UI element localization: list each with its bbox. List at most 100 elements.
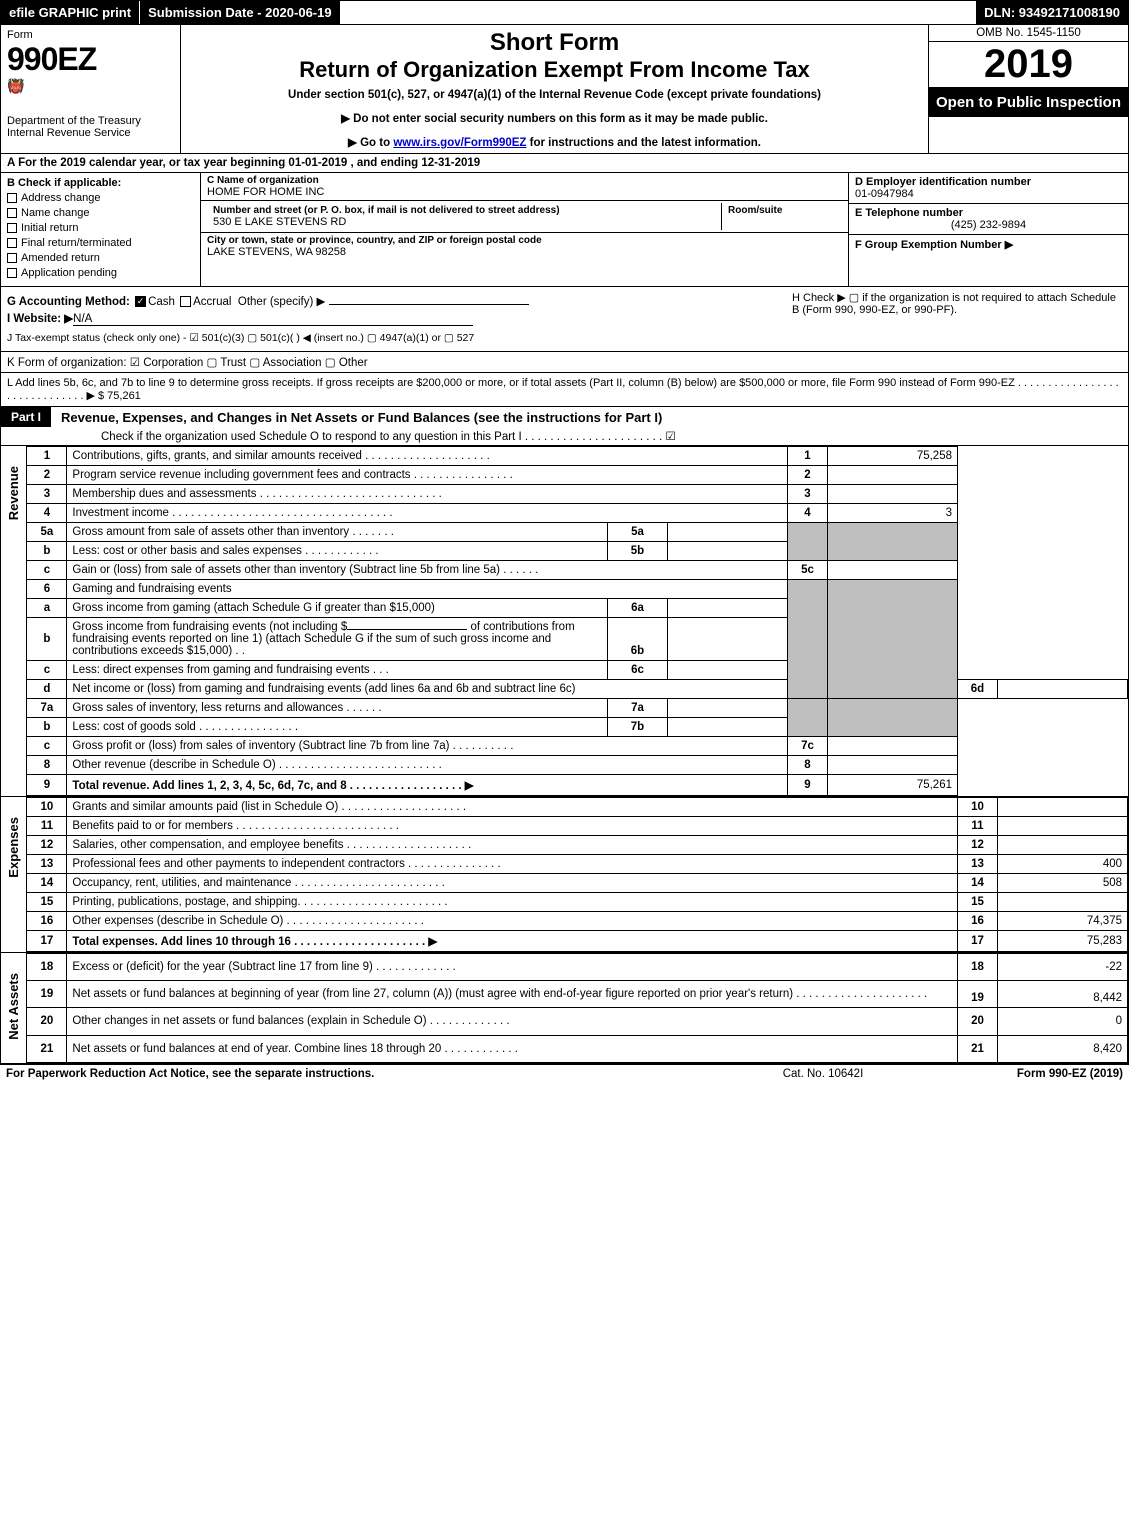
short-form-title: Short Form: [189, 29, 920, 57]
other-specify-input[interactable]: [329, 304, 529, 305]
chk-name-change[interactable]: Name change: [7, 207, 194, 219]
line-l: L Add lines 5b, 6c, and 7b to line 9 to …: [0, 373, 1129, 407]
checkbox-icon[interactable]: [7, 208, 17, 218]
checkbox-icon[interactable]: [7, 193, 17, 203]
submission-date-button[interactable]: Submission Date - 2020-06-19: [140, 1, 341, 24]
chk-final-return[interactable]: Final return/terminated: [7, 237, 194, 249]
line-j: J Tax-exempt status (check only one) - ☑…: [7, 332, 1122, 344]
checkbox-icon[interactable]: [7, 238, 17, 248]
line-9: 9Total revenue. Add lines 1, 2, 3, 4, 5c…: [27, 775, 1128, 796]
line-6b: bGross income from fundraising events (n…: [27, 618, 1128, 661]
top-bar: efile GRAPHIC print Submission Date - 20…: [0, 0, 1129, 25]
efile-print-button[interactable]: efile GRAPHIC print: [1, 1, 140, 24]
form-ref: Form 990-EZ (2019): [923, 1068, 1123, 1080]
paperwork-notice: For Paperwork Reduction Act Notice, see …: [6, 1068, 723, 1080]
line-14: 14Occupancy, rent, utilities, and mainte…: [27, 874, 1128, 893]
chk-application-pending[interactable]: Application pending: [7, 267, 194, 279]
line-g: G Accounting Method: ✓Cash Accrual Other…: [7, 294, 782, 308]
line-6: 6Gaming and fundraising events: [27, 580, 1128, 599]
dln-label: DLN: 93492171008190: [976, 1, 1128, 24]
chk-initial-return[interactable]: Initial return: [7, 222, 194, 234]
header-right: OMB No. 1545-1150 2019 Open to Public In…: [928, 25, 1128, 153]
part1-header: Part I Revenue, Expenses, and Changes in…: [0, 407, 1129, 446]
header-left: Form 990EZ 👹 Department of the Treasury …: [1, 25, 181, 153]
line-15: 15Printing, publications, postage, and s…: [27, 893, 1128, 912]
line-16: 16Other expenses (describe in Schedule O…: [27, 912, 1128, 931]
line-6d: dNet income or (loss) from gaming and fu…: [27, 680, 1128, 699]
contrib-input[interactable]: [347, 629, 467, 630]
goto-link[interactable]: www.irs.gov/Form990EZ: [393, 137, 526, 149]
line-19: 19Net assets or fund balances at beginni…: [27, 981, 1128, 1008]
return-title: Return of Organization Exempt From Incom…: [189, 57, 920, 83]
netassets-section: Net Assets 18Excess or (deficit) for the…: [0, 953, 1129, 1064]
ein-value: 01-0947984: [855, 188, 1122, 200]
part1-title: Revenue, Expenses, and Changes in Net As…: [61, 410, 662, 425]
line-10: 10Grants and similar amounts paid (list …: [27, 798, 1128, 817]
page-footer: For Paperwork Reduction Act Notice, see …: [0, 1064, 1129, 1083]
no-ssn-line: ▶ Do not enter social security numbers o…: [189, 111, 920, 125]
lines-g-to-k: G Accounting Method: ✓Cash Accrual Other…: [0, 287, 1129, 352]
line-7c: cGross profit or (loss) from sales of in…: [27, 737, 1128, 756]
section-c: C Name of organization HOME FOR HOME INC…: [201, 173, 848, 286]
revenue-table: 1Contributions, gifts, grants, and simil…: [26, 446, 1128, 796]
street-row: Number and street (or P. O. box, if mail…: [201, 201, 848, 233]
line-a: A For the 2019 calendar year, or tax yea…: [0, 154, 1129, 173]
chk-address-change[interactable]: Address change: [7, 192, 194, 204]
section-e: E Telephone number (425) 232-9894: [849, 204, 1128, 235]
revenue-sidebar: Revenue: [1, 446, 26, 796]
chk-amended-return[interactable]: Amended return: [7, 252, 194, 264]
line-7a: 7aGross sales of inventory, less returns…: [27, 699, 1128, 718]
omb-number: OMB No. 1545-1150: [929, 25, 1128, 42]
expenses-sidebar: Expenses: [1, 797, 26, 952]
line-8: 8Other revenue (describe in Schedule O) …: [27, 756, 1128, 775]
line-7b: bLess: cost of goods sold . . . . . . . …: [27, 718, 1128, 737]
tax-year: 2019: [929, 42, 1128, 88]
cat-number: Cat. No. 10642I: [723, 1068, 923, 1080]
checkbox-icon[interactable]: [180, 296, 191, 307]
line-6c: cLess: direct expenses from gaming and f…: [27, 661, 1128, 680]
line-k: K Form of organization: ☑ Corporation ▢ …: [0, 352, 1129, 373]
netassets-table: 18Excess or (deficit) for the year (Subt…: [26, 953, 1128, 1063]
goto-line: ▶ Go to www.irs.gov/Form990EZ for instru…: [189, 135, 920, 149]
line-1: 1Contributions, gifts, grants, and simil…: [27, 447, 1128, 466]
line-20: 20Other changes in net assets or fund ba…: [27, 1008, 1128, 1035]
line-21: 21Net assets or fund balances at end of …: [27, 1035, 1128, 1062]
part1-check-line: Check if the organization used Schedule …: [1, 427, 1128, 445]
section-b: B Check if applicable: Address change Na…: [1, 173, 201, 286]
ein-label: D Employer identification number: [855, 176, 1122, 188]
city-label: City or town, state or province, country…: [207, 235, 842, 246]
checkbox-icon[interactable]: [7, 253, 17, 263]
expenses-table: 10Grants and similar amounts paid (list …: [26, 797, 1128, 952]
section-f: F Group Exemption Number ▶: [849, 235, 1128, 254]
line-3: 3Membership dues and assessments . . . .…: [27, 485, 1128, 504]
section-b-title: B Check if applicable:: [7, 177, 194, 189]
checkbox-icon[interactable]: [7, 268, 17, 278]
section-d: D Employer identification number 01-0947…: [849, 173, 1128, 204]
under-section: Under section 501(c), 527, or 4947(a)(1)…: [189, 89, 920, 101]
netassets-sidebar: Net Assets: [1, 953, 26, 1063]
top-bar-spacer: [341, 1, 977, 24]
form-header: Form 990EZ 👹 Department of the Treasury …: [0, 25, 1129, 154]
line-i: I Website: ▶N/A: [7, 311, 782, 326]
org-name-value: HOME FOR HOME INC: [207, 186, 842, 198]
line-6a: aGross income from gaming (attach Schedu…: [27, 599, 1128, 618]
org-name-label: C Name of organization: [207, 175, 842, 186]
form-number: 990EZ: [7, 41, 174, 78]
goto-post: for instructions and the latest informat…: [526, 137, 761, 149]
checkbox-checked-icon[interactable]: ✓: [135, 296, 146, 307]
expenses-section: Expenses 10Grants and similar amounts pa…: [0, 797, 1129, 953]
line-18: 18Excess or (deficit) for the year (Subt…: [27, 954, 1128, 981]
line-12: 12Salaries, other compensation, and empl…: [27, 836, 1128, 855]
open-to-public: Open to Public Inspection: [929, 88, 1128, 117]
form-word: Form: [7, 29, 174, 41]
phone-value: (425) 232-9894: [855, 219, 1122, 231]
line-13: 13Professional fees and other payments t…: [27, 855, 1128, 874]
street-value: 530 E LAKE STEVENS RD: [213, 216, 715, 228]
line-5c: cGain or (loss) from sale of assets othe…: [27, 561, 1128, 580]
irs-label: Internal Revenue Service: [7, 127, 174, 139]
checkbox-icon[interactable]: [7, 223, 17, 233]
header-center: Short Form Return of Organization Exempt…: [181, 25, 928, 153]
dept-treasury: Department of the Treasury: [7, 115, 174, 127]
entity-block: B Check if applicable: Address change Na…: [0, 173, 1129, 287]
line-5b: bLess: cost or other basis and sales exp…: [27, 542, 1128, 561]
